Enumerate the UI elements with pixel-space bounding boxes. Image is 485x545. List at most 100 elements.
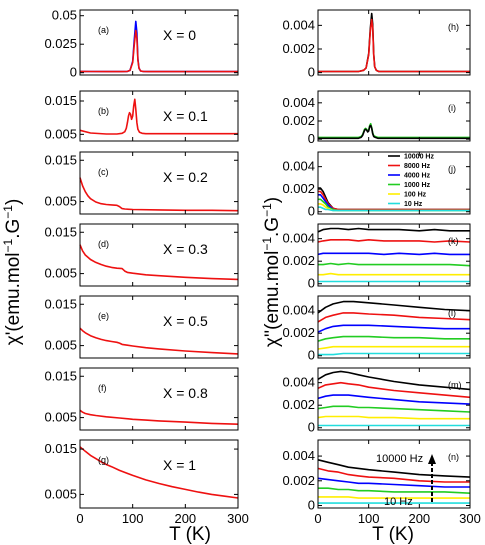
panel-frame bbox=[79, 151, 239, 215]
left-x-axis-label: T (K) bbox=[169, 524, 211, 545]
series-line-1 bbox=[317, 312, 471, 323]
series-line-0 bbox=[317, 370, 471, 391]
panel-letter: (b) bbox=[98, 106, 109, 116]
series-line-2 bbox=[317, 252, 470, 256]
legend-entry: 100 Hz bbox=[404, 192, 427, 199]
y-tick-label: 0.005 bbox=[44, 338, 77, 353]
y-tick-label: 0.015 bbox=[44, 368, 77, 383]
composition-label: X = 0.5 bbox=[163, 313, 208, 329]
y-tick-label: 0.005 bbox=[44, 486, 77, 501]
left-y-axis-label: χ'(emu.mol−1.G−1) bbox=[1, 199, 24, 346]
panel-letter: (g) bbox=[98, 455, 109, 465]
y-tick-label: 0.015 bbox=[44, 152, 77, 167]
series-line-5 bbox=[318, 352, 470, 356]
y-tick-label: 0.002 bbox=[282, 113, 315, 128]
series-line-3 bbox=[318, 262, 471, 267]
panel-frame bbox=[79, 223, 239, 287]
series-line-0 bbox=[79, 98, 238, 135]
y-tick-label: 0.002 bbox=[282, 473, 315, 488]
series-line-1 bbox=[79, 29, 238, 73]
panel-b: 0.005 0.015 (b) X = 0.1 bbox=[44, 90, 239, 142]
series-line-2 bbox=[317, 394, 471, 405]
x-tick-label: 200 bbox=[408, 511, 430, 526]
legend-entry: 10 Hz bbox=[404, 201, 423, 208]
series-line-1 bbox=[318, 190, 470, 211]
y-tick-label: 0.002 bbox=[282, 41, 315, 56]
panel-letter: (e) bbox=[98, 311, 109, 321]
y-tick-label: 0.004 bbox=[282, 448, 315, 463]
legend-entry: 10000 Hz bbox=[404, 154, 434, 161]
series-line-2 bbox=[317, 324, 470, 333]
series-line-5 bbox=[318, 206, 470, 212]
series-line-0 bbox=[317, 300, 471, 314]
y-tick-label: 0.025 bbox=[44, 36, 77, 51]
x-tick-label: 300 bbox=[227, 511, 249, 526]
series-line-1 bbox=[317, 381, 471, 399]
panel-f: 0.005 0.015 (f) X = 0.8 bbox=[44, 367, 239, 431]
series-line-1 bbox=[317, 467, 470, 483]
y-tick-label: 0.015 bbox=[44, 93, 77, 108]
y-tick-label: 0 bbox=[308, 204, 315, 219]
x-tick-label: 100 bbox=[358, 511, 380, 526]
y-tick-label: 0.004 bbox=[282, 159, 315, 174]
y-tick-label: 0.004 bbox=[282, 231, 315, 246]
series-line-3 bbox=[318, 487, 471, 494]
panel-j: 0 0.002 0.004 (j) 10000 Hz 8000 Hz 4000 Hz 1000… bbox=[282, 151, 471, 219]
series-line-0 bbox=[79, 409, 239, 425]
panel-letter: (h) bbox=[448, 22, 459, 32]
composition-label: X = 0.2 bbox=[163, 169, 208, 185]
panel-e: 0.005 0.015 (e) X = 0.5 bbox=[44, 295, 239, 359]
series-line-1 bbox=[318, 124, 470, 140]
series-line-4 bbox=[317, 345, 470, 350]
y-tick-label: 0.015 bbox=[44, 441, 77, 456]
y-tick-label: 0.015 bbox=[44, 296, 77, 311]
legend-entry: 8000 Hz bbox=[404, 163, 431, 170]
panel-l: 0 0.002 0.004 (l) bbox=[282, 295, 471, 363]
series-line-0 bbox=[79, 177, 239, 212]
panel-frame bbox=[79, 295, 239, 359]
series-line-1 bbox=[317, 239, 471, 243]
panel-frame bbox=[317, 90, 471, 142]
y-tick-label: 0.004 bbox=[282, 95, 315, 110]
series-line-4 bbox=[318, 272, 470, 276]
panel-c: 0.005 0.015 (c) X = 0.2 bbox=[44, 151, 239, 215]
composition-label: X = 1 bbox=[163, 457, 196, 473]
right-y-axis-label: χ''(emu.mol−1.G−1) bbox=[260, 197, 283, 347]
panel-k: 0 0.002 0.004 (k) bbox=[282, 223, 471, 291]
y-tick-label: 0.005 bbox=[44, 410, 77, 425]
x-tick-label: 100 bbox=[122, 511, 144, 526]
annotation-high-frequency: 10000 Hz bbox=[376, 453, 423, 465]
panel-frame bbox=[79, 367, 239, 431]
composition-label: X = 0 bbox=[163, 27, 196, 43]
y-tick-label: 0 bbox=[70, 65, 77, 80]
panel-frame bbox=[79, 439, 239, 509]
series-line-0 bbox=[79, 446, 239, 499]
x-tick-label: 0 bbox=[314, 511, 321, 526]
legend-entry: 4000 Hz bbox=[404, 173, 431, 180]
series-line-3 bbox=[317, 405, 471, 413]
y-tick-label: 0.004 bbox=[282, 375, 315, 390]
panel-letter: (j) bbox=[448, 164, 456, 174]
y-tick-label: 0.004 bbox=[282, 303, 315, 318]
composition-label: X = 0.8 bbox=[163, 385, 208, 401]
annotation-low-frequency: 10 Hz bbox=[384, 496, 413, 508]
panel-n: 0 0.002 0.004 (n) 10000 Hz 10 Hz 0 100 200 300 bbox=[282, 439, 481, 526]
panel-letter: (f) bbox=[98, 383, 107, 393]
series-line-0 bbox=[317, 227, 470, 233]
panel-letter: (m) bbox=[448, 380, 462, 390]
panel-m: 0 0.002 0.004 (m) bbox=[282, 367, 471, 435]
panel-frame bbox=[317, 151, 471, 215]
y-tick-label: 0 bbox=[308, 420, 315, 435]
y-tick-label: 0.004 bbox=[282, 17, 315, 32]
series-line-0 bbox=[79, 327, 239, 355]
series-line-1 bbox=[318, 18, 470, 73]
panel-i: 0 0.002 0.004 (i) bbox=[282, 90, 471, 146]
composition-label: X = 0.3 bbox=[163, 241, 208, 257]
y-tick-label: 0.005 bbox=[44, 266, 77, 281]
y-tick-label: 0 bbox=[308, 276, 315, 291]
y-tick-label: 0 bbox=[308, 131, 315, 146]
x-tick-label: 200 bbox=[174, 511, 196, 526]
panel-letter: (d) bbox=[98, 239, 109, 249]
y-tick-label: 0.002 bbox=[282, 325, 315, 340]
y-tick-label: 0 bbox=[308, 348, 315, 363]
